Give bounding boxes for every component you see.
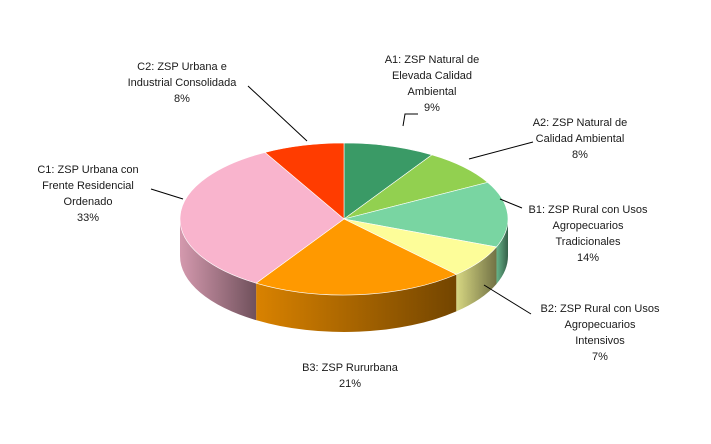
pie-top-layer — [179, 142, 509, 296]
data-label-6-line-0: C2: ZSP Urbana e — [137, 61, 227, 73]
data-label-6-line-1: Industrial Consolidada — [128, 77, 238, 89]
data-label-3: B2: ZSP Rural con Usos Agropecuarios Inten… — [540, 303, 660, 363]
slice-side-2 — [496, 219, 508, 284]
data-label-5-line-2: Ordenado — [64, 196, 113, 208]
data-label-4-line-1: 21% — [339, 378, 361, 390]
data-label-0: A1: ZSP Natural de Elevada Calidad Ambient… — [385, 54, 480, 114]
data-label-6: C2: ZSP Urbana e Industrial Consolidada 8% — [128, 61, 238, 105]
data-label-1-line-0: A2: ZSP Natural de — [533, 117, 628, 129]
pie-depth-layer — [180, 219, 508, 332]
data-label-2-line-3: 14% — [577, 252, 599, 264]
leader-line-6 — [247, 85, 308, 142]
data-label-6-line-2: 8% — [174, 93, 190, 105]
leader-line-3 — [483, 284, 532, 315]
data-label-4: B3: ZSP Rururbana 21% — [302, 362, 399, 390]
slice-6 — [264, 142, 345, 220]
slice-side-4 — [256, 274, 457, 332]
data-label-2-line-0: B1: ZSP Rural con Usos — [528, 204, 648, 216]
data-label-2-line-2: Tradicionales — [555, 236, 621, 248]
data-label-0-line-1: Elevada Calidad — [392, 70, 472, 82]
slice-2 — [343, 182, 509, 248]
data-label-3-line-2: Intensivos — [575, 335, 625, 347]
data-label-2: B1: ZSP Rural con Usos Agropecuarios Tradi… — [528, 204, 648, 264]
data-label-1-line-1: Calidad Ambiental — [536, 133, 625, 145]
data-label-3-line-1: Agropecuarios — [565, 319, 636, 331]
data-label-0-line-2: Ambiental — [408, 86, 457, 98]
data-label-5-line-0: C1: ZSP Urbana con — [37, 164, 138, 176]
data-label-0-line-3: 9% — [424, 102, 440, 114]
slice-4 — [255, 218, 457, 296]
slice-5 — [179, 152, 345, 284]
data-labels: A1: ZSP Natural de Elevada Calidad Ambient… — [37, 54, 660, 390]
data-label-3-line-0: B2: ZSP Rural con Usos — [540, 303, 660, 315]
data-label-5-line-3: 33% — [77, 212, 99, 224]
data-label-1-line-2: 8% — [572, 149, 588, 161]
data-label-1: A2: ZSP Natural de Calidad Ambiental 8% — [533, 117, 628, 161]
data-label-5-line-1: Frente Residencial — [42, 180, 134, 192]
leader-line-0 — [402, 113, 418, 127]
data-label-0-line-0: A1: ZSP Natural de — [385, 54, 480, 66]
slice-side-3 — [456, 246, 497, 312]
data-label-4-line-0: B3: ZSP Rururbana — [302, 362, 399, 374]
leader-lines — [150, 85, 534, 315]
data-label-3-line-3: 7% — [592, 351, 608, 363]
slice-side-5 — [180, 219, 257, 321]
slice-0 — [343, 142, 433, 220]
data-label-2-line-1: Agropecuarios — [553, 220, 624, 232]
leader-line-2 — [499, 198, 523, 209]
leader-line-1 — [468, 141, 534, 160]
data-label-5: C1: ZSP Urbana con Frente Residencial Orde… — [37, 164, 138, 224]
leader-line-5 — [150, 188, 184, 200]
